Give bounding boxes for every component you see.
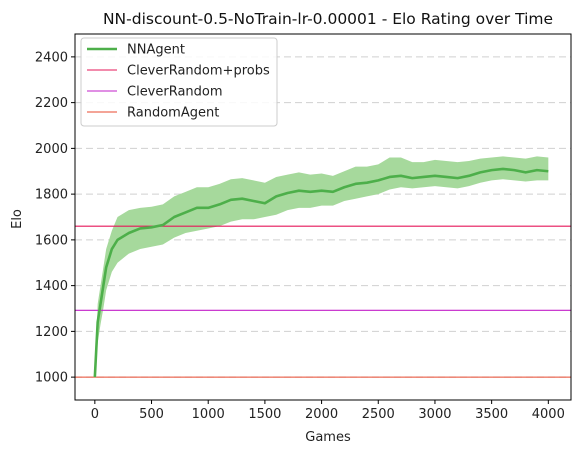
y-tick-label: 1200 <box>35 325 68 340</box>
chart-title: NN-discount-0.5-NoTrain-lr-0.00001 - Elo… <box>103 10 553 28</box>
x-axis: 0 500 1000 1500 2000 2500 3000 3500 4000 <box>91 400 565 422</box>
y-tick-label: 2200 <box>35 96 68 111</box>
series-line-nnagent <box>93 167 549 378</box>
x-tick-label: 3500 <box>475 407 508 422</box>
legend-label: CleverRandom+probs <box>127 64 270 79</box>
x-tick-label: 2000 <box>305 407 338 422</box>
x-tick-label: 4000 <box>532 407 565 422</box>
x-tick-label: 3000 <box>418 407 451 422</box>
x-axis-label: Games <box>305 430 351 445</box>
legend-label: NNAgent <box>127 43 185 58</box>
y-tick-label: 1000 <box>35 371 68 386</box>
confidence-band <box>94 156 549 378</box>
y-tick-label: 2000 <box>35 142 68 157</box>
series-lines <box>93 167 549 378</box>
legend-box <box>80 37 278 127</box>
confidence-band-area <box>94 156 549 378</box>
y-axis: 1000 1200 1400 1600 1800 2000 2200 2400 <box>35 50 75 386</box>
y-tick-label: 1600 <box>35 233 68 248</box>
legend-label: CleverRandom <box>127 85 223 100</box>
x-tick-label: 1000 <box>192 407 225 422</box>
x-tick-label: 0 <box>91 407 99 422</box>
x-tick-label: 1500 <box>248 407 281 422</box>
x-tick-label: 500 <box>139 407 164 422</box>
y-tick-label: 2400 <box>35 50 68 65</box>
plot-frame <box>74 33 572 401</box>
legend: NNAgent CleverRandom+probs CleverRandom Ran… <box>80 37 278 127</box>
y-tick-label: 1800 <box>35 188 68 203</box>
y-axis-label: Elo <box>10 209 25 229</box>
y-tick-label: 1400 <box>35 279 68 294</box>
x-tick-label: 2500 <box>362 407 395 422</box>
reference-lines <box>75 225 571 378</box>
legend-label: RandomAgent <box>127 106 219 121</box>
